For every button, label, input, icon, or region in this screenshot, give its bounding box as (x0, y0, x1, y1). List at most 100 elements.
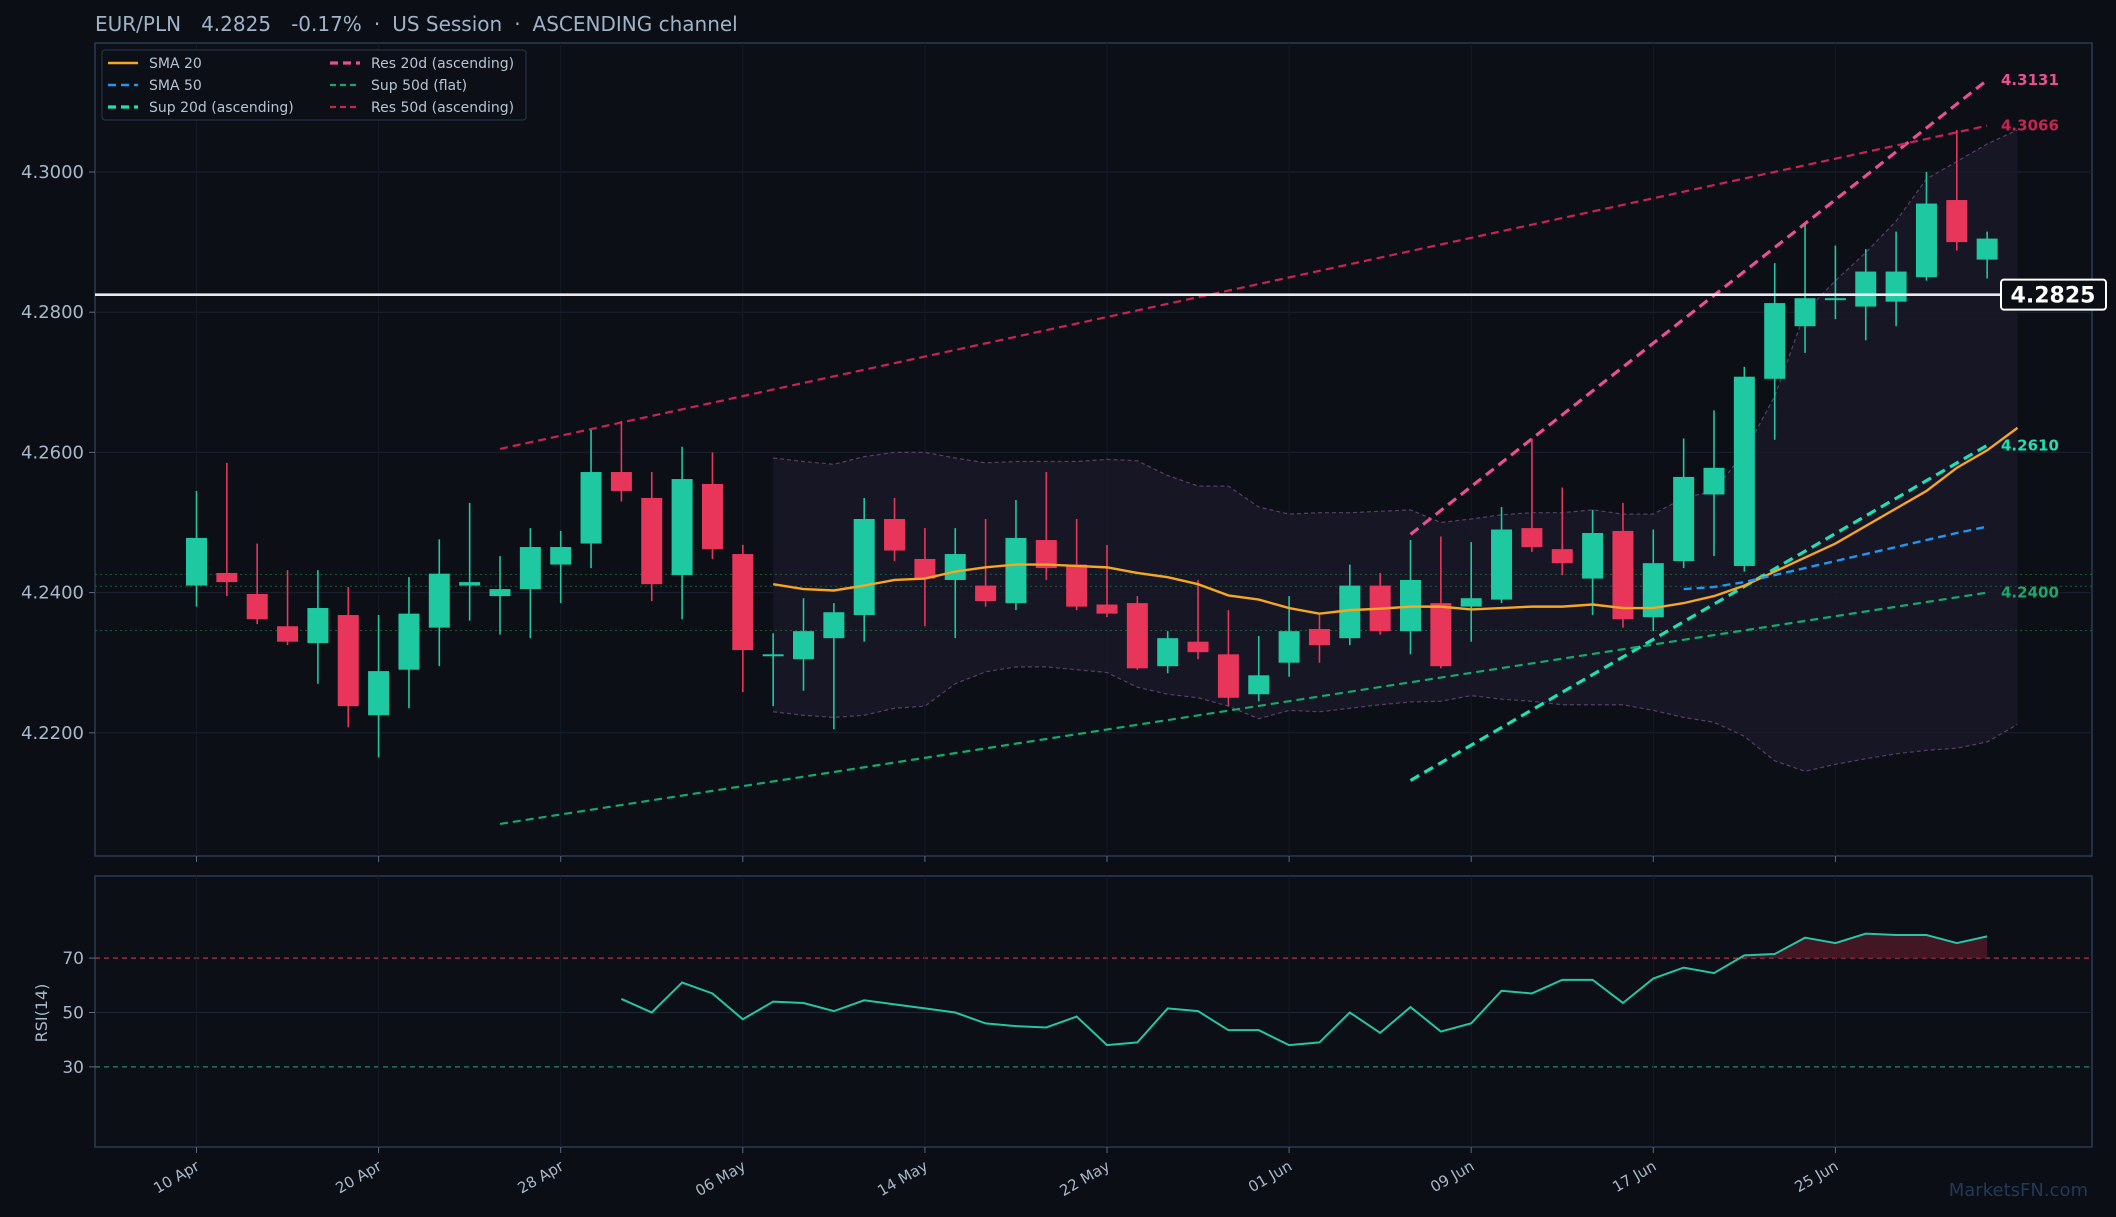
candle-body-down (1521, 528, 1543, 548)
candle-body-up (1794, 298, 1816, 327)
bollinger-fill (773, 129, 2018, 772)
rsi-tick-label: 30 (62, 1058, 84, 1078)
watermark: MarketsFN.com (1949, 1180, 2088, 1201)
candle-body-up (489, 589, 511, 597)
chart-title: EUR/PLN 4.2825 -0.17% · US Session · ASCENDING… (95, 12, 738, 36)
candle-body-down (277, 626, 299, 642)
candle-body-up (307, 608, 329, 644)
legend-label: SMA 50 (149, 78, 202, 94)
legend-label: Sup 50d (flat) (371, 78, 467, 94)
trendline-1 (1409, 78, 1989, 536)
candle-body-down (975, 585, 997, 602)
candle-body-up (1339, 585, 1361, 639)
candle-body-down (246, 594, 268, 620)
candle-body-down (1308, 629, 1330, 646)
candle-body-up (1703, 467, 1725, 495)
candle-body-up (1764, 303, 1786, 379)
candle-body-down (216, 572, 238, 583)
candle-body-up (459, 582, 481, 586)
candle-body-down (1096, 604, 1118, 614)
candle-body-up (398, 613, 420, 670)
candle-body-up (1157, 638, 1179, 667)
candle-body-up (1278, 631, 1300, 663)
bollinger-band (773, 129, 2018, 772)
candle-body-down (610, 472, 632, 491)
candle-body-down (1430, 603, 1452, 667)
legend-label: SMA 20 (149, 56, 202, 72)
price-tick-label: 4.2800 (21, 302, 84, 323)
candle-body-up (823, 612, 845, 639)
candle-body-down (732, 554, 754, 651)
price-tick-label: 4.3000 (21, 162, 84, 183)
title-session: US Session (392, 12, 502, 36)
candle-body-up (1855, 271, 1877, 307)
current-price-badge (2000, 278, 2107, 311)
candle-body-down (1217, 654, 1239, 698)
bollinger-lower (773, 666, 2018, 772)
rsi-y-axis: 30 50 70 (62, 949, 95, 1078)
candle-body-up (1976, 238, 1998, 260)
candle-body-up (186, 537, 207, 586)
candle-body-up (793, 631, 814, 660)
title-pattern: ASCENDING channel (533, 12, 738, 36)
rsi-panel-frame (94, 875, 2093, 1148)
candle-body-down (641, 497, 663, 585)
candle-body-down (1126, 603, 1148, 669)
trendline-3 (499, 124, 1988, 450)
candle-body-down (337, 615, 359, 707)
candle-body-down (1612, 530, 1634, 620)
candle-body-up (853, 518, 875, 616)
moving-averages (772, 426, 2019, 615)
candle-body-up (1915, 203, 1937, 278)
trendline-label: 4.2610 (2001, 436, 2059, 454)
trendline-2 (499, 591, 1988, 826)
candle-body-down (914, 558, 936, 579)
chart-legend: SMA 20 SMA 50 Sup 20d (ascending) Res 20d (… (101, 49, 527, 121)
candle-body-down (1946, 200, 1968, 243)
candle-body-down (1551, 549, 1573, 564)
title-symbol: EUR/PLN (95, 12, 181, 36)
rsi-line (620, 932, 1988, 1047)
title-change: -0.17% (291, 12, 362, 36)
candle-body-up (1491, 529, 1513, 600)
rsi-overbought-fill (1744, 933, 1988, 959)
current-price-label: 4.2825 (2011, 284, 2096, 309)
candle-body-up (1460, 598, 1482, 607)
candle-body-up (368, 671, 390, 716)
candle-body-down (1035, 540, 1057, 569)
candle-body-down (1066, 564, 1088, 607)
candle-body-up (1582, 533, 1604, 579)
price-y-axis: 4.2200 4.2400 4.2600 4.2800 4.3000 (21, 162, 95, 744)
rsi-axis-label: RSI(14) (32, 984, 51, 1043)
candle-body-up (944, 554, 966, 580)
candle-body-up (1005, 537, 1027, 604)
candle-body-up (1673, 476, 1695, 562)
candle-body-up (550, 547, 572, 565)
price-panel: 4.2200 4.2400 4.2600 4.2800 4.3000 4.2825 4.… (21, 42, 2107, 857)
rsi-tick-label: 50 (62, 1004, 84, 1024)
candle-body-up (1885, 271, 1907, 302)
legend-label: Res 50d (ascending) (371, 100, 514, 116)
candle-body-up (1733, 376, 1755, 566)
trendline-label: 4.3131 (2001, 71, 2059, 89)
rsi-tick-label: 70 (62, 949, 84, 969)
trendline-label: 4.3066 (2001, 117, 2059, 135)
title-separator-2: · (514, 12, 520, 36)
candle-body-up (519, 547, 541, 590)
legend-frame (101, 49, 527, 121)
rsi-series-line (620, 932, 1988, 1047)
title-price: 4.2825 (201, 12, 271, 36)
candle-body-down (1187, 641, 1209, 653)
candle-body-up (1642, 563, 1664, 618)
rsi-grid (95, 876, 2092, 1147)
trendline-labels: 4.2610 4.3131 4.2400 4.3066 (2001, 71, 2059, 601)
legend-label: Res 20d (ascending) (371, 56, 514, 72)
bollinger-upper (773, 129, 2018, 524)
title-separator-1: · (374, 12, 380, 36)
candle-body-up (580, 472, 602, 544)
candle-body-up (1248, 675, 1270, 695)
price-tick-label: 4.2400 (21, 583, 84, 604)
candle-body-up (428, 573, 450, 628)
sma20-line (772, 426, 2019, 615)
